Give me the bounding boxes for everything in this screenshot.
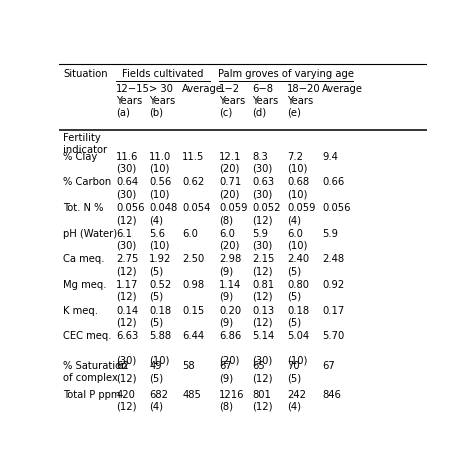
Text: 2.48: 2.48: [322, 254, 344, 264]
Text: 0.20
(9): 0.20 (9): [219, 305, 241, 328]
Text: 0.98: 0.98: [182, 280, 204, 290]
Text: 682
(4): 682 (4): [149, 390, 168, 412]
Text: Average: Average: [322, 84, 363, 94]
Text: Situation: Situation: [63, 69, 108, 79]
Text: 67
(9): 67 (9): [219, 361, 233, 383]
Text: 485: 485: [182, 390, 201, 400]
Text: 7.2
(10): 7.2 (10): [287, 152, 307, 174]
Text: > 30
Years
(b): > 30 Years (b): [149, 84, 175, 118]
Text: 5.14

(30): 5.14 (30): [252, 331, 274, 365]
Text: 6.44: 6.44: [182, 331, 204, 341]
Text: % Clay: % Clay: [63, 152, 97, 162]
Text: Mg meq.: Mg meq.: [63, 280, 107, 290]
Text: 0.80
(5): 0.80 (5): [287, 280, 309, 302]
Text: 1.92
(5): 1.92 (5): [149, 254, 172, 276]
Text: 58: 58: [182, 361, 195, 371]
Text: 0.71
(20): 0.71 (20): [219, 177, 241, 200]
Text: 8.3
(30): 8.3 (30): [252, 152, 273, 174]
Text: Total P ppm: Total P ppm: [63, 390, 120, 400]
Text: 0.14
(12): 0.14 (12): [116, 305, 138, 328]
Text: 1.17
(12): 1.17 (12): [116, 280, 138, 302]
Text: 1.14
(9): 1.14 (9): [219, 280, 241, 302]
Text: 0.052
(12): 0.052 (12): [252, 203, 281, 225]
Text: 0.52
(5): 0.52 (5): [149, 280, 172, 302]
Text: 12.1
(20): 12.1 (20): [219, 152, 241, 174]
Text: 0.92: 0.92: [322, 280, 344, 290]
Text: % Saturation
of complex: % Saturation of complex: [63, 361, 128, 383]
Text: 2.98
(9): 2.98 (9): [219, 254, 241, 276]
Text: 5.88

(10): 5.88 (10): [149, 331, 172, 365]
Text: 0.56
(10): 0.56 (10): [149, 177, 172, 200]
Text: 1−2
Years
(c): 1−2 Years (c): [219, 84, 246, 118]
Text: 1216
(8): 1216 (8): [219, 390, 245, 412]
Text: 18−20
Years
(e): 18−20 Years (e): [287, 84, 320, 118]
Text: 12−15
Years
(a): 12−15 Years (a): [116, 84, 150, 118]
Text: 5.70: 5.70: [322, 331, 344, 341]
Text: Tot. N %: Tot. N %: [63, 203, 103, 213]
Text: 11.6
(30): 11.6 (30): [116, 152, 138, 174]
Text: CEC meq.: CEC meq.: [63, 331, 111, 341]
Text: 65
(12): 65 (12): [252, 361, 273, 383]
Text: 2.15
(12): 2.15 (12): [252, 254, 274, 276]
Text: 0.18
(5): 0.18 (5): [287, 305, 309, 328]
Text: 2.40
(5): 2.40 (5): [287, 254, 309, 276]
Text: 2.75
(12): 2.75 (12): [116, 254, 138, 276]
Text: % Carbon: % Carbon: [63, 177, 111, 188]
Text: 6−8
Years
(d): 6−8 Years (d): [252, 84, 278, 118]
Text: 6.63

(30): 6.63 (30): [116, 331, 138, 365]
Text: Palm groves of varying age: Palm groves of varying age: [218, 69, 354, 79]
Text: 0.66: 0.66: [322, 177, 344, 188]
Text: 62
(12): 62 (12): [116, 361, 137, 383]
Text: 0.81
(12): 0.81 (12): [252, 280, 274, 302]
Text: 0.62: 0.62: [182, 177, 205, 188]
Text: Fertility
indicator: Fertility indicator: [63, 134, 107, 155]
Text: 0.63
(30): 0.63 (30): [252, 177, 274, 200]
Text: Average: Average: [182, 84, 223, 94]
Text: 0.056
(12): 0.056 (12): [116, 203, 145, 225]
Text: 0.15: 0.15: [182, 305, 205, 316]
Text: Ca meq.: Ca meq.: [63, 254, 104, 264]
Text: 5.9
(30): 5.9 (30): [252, 229, 273, 251]
Text: 801
(12): 801 (12): [252, 390, 273, 412]
Text: 5.04

(10): 5.04 (10): [287, 331, 309, 365]
Text: 67: 67: [322, 361, 335, 371]
Text: 0.056: 0.056: [322, 203, 350, 213]
Text: 6.0: 6.0: [182, 229, 198, 239]
Text: 0.17: 0.17: [322, 305, 344, 316]
Text: 6.86

(20): 6.86 (20): [219, 331, 241, 365]
Text: 49
(5): 49 (5): [149, 361, 164, 383]
Text: 420
(12): 420 (12): [116, 390, 137, 412]
Text: 9.4: 9.4: [322, 152, 338, 162]
Text: 11.0
(10): 11.0 (10): [149, 152, 172, 174]
Text: Fields cultivated: Fields cultivated: [122, 69, 204, 79]
Text: 0.68
(10): 0.68 (10): [287, 177, 309, 200]
Text: 0.13
(12): 0.13 (12): [252, 305, 274, 328]
Text: 0.059
(8): 0.059 (8): [219, 203, 247, 225]
Text: 2.50: 2.50: [182, 254, 205, 264]
Text: 11.5: 11.5: [182, 152, 205, 162]
Text: 0.048
(4): 0.048 (4): [149, 203, 177, 225]
Text: 6.1
(30): 6.1 (30): [116, 229, 137, 251]
Text: 242
(4): 242 (4): [287, 390, 306, 412]
Text: 0.64
(30): 0.64 (30): [116, 177, 138, 200]
Text: 5.9: 5.9: [322, 229, 338, 239]
Text: 0.054: 0.054: [182, 203, 210, 213]
Text: K meq.: K meq.: [63, 305, 98, 316]
Text: 0.18
(5): 0.18 (5): [149, 305, 172, 328]
Text: 0.059
(4): 0.059 (4): [287, 203, 316, 225]
Text: 846: 846: [322, 390, 341, 400]
Text: 5.6
(10): 5.6 (10): [149, 229, 170, 251]
Text: pH (Water): pH (Water): [63, 229, 117, 239]
Text: 6.0
(10): 6.0 (10): [287, 229, 307, 251]
Text: 6.0
(20): 6.0 (20): [219, 229, 239, 251]
Text: 70
(5): 70 (5): [287, 361, 301, 383]
